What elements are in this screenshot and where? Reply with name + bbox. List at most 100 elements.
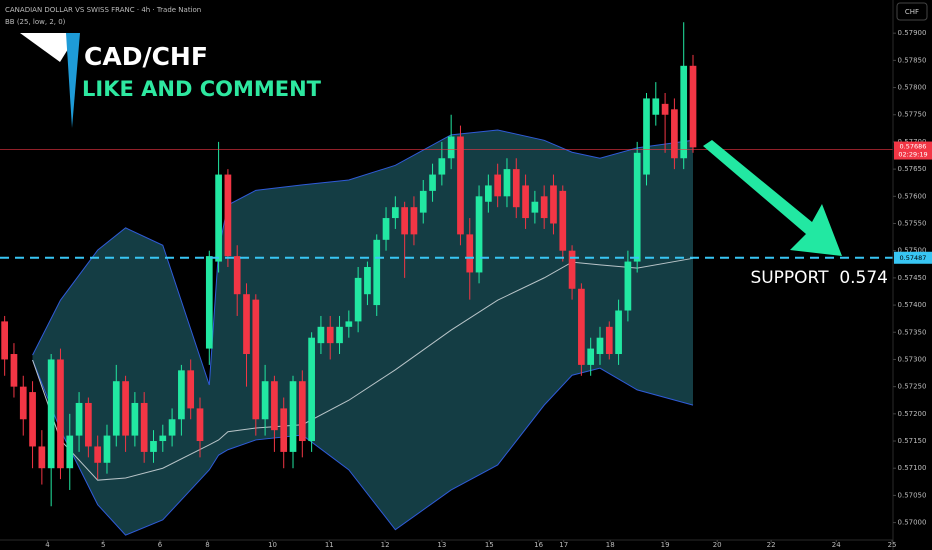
x-tick-label: 12 (381, 541, 390, 549)
x-tick-label: 19 (661, 541, 670, 549)
x-tick-label: 20 (713, 541, 722, 549)
candle-body (457, 136, 464, 235)
x-tick-label: 24 (832, 541, 841, 549)
candle-body (271, 381, 278, 431)
candle-body (615, 310, 622, 355)
candle-body (187, 370, 195, 409)
candle-body (401, 207, 408, 235)
indicator-label: BB (25, low, 2, 0) (5, 18, 66, 26)
candle-body (196, 408, 204, 442)
x-tick-label: 4 (45, 541, 50, 549)
candle-body (624, 261, 632, 311)
candle-body (364, 267, 371, 295)
candle-body (122, 381, 129, 436)
candle-body (224, 174, 232, 257)
x-tick-label: 10 (268, 541, 277, 549)
candle-body (643, 98, 650, 175)
y-tick-label: 0.57350 (898, 328, 927, 336)
arrow (703, 140, 842, 256)
candle-body (485, 185, 492, 202)
candle-body (661, 103, 669, 115)
candle-body (522, 185, 529, 219)
overlay-title: CAD/CHF (84, 42, 208, 71)
support-tag (894, 251, 932, 264)
candle-body (680, 65, 688, 159)
price-countdown: 02:29:19 (898, 151, 927, 159)
candle-body (85, 402, 92, 447)
chart-title: CANADIAN DOLLAR VS SWISS FRANC · 4h · Tr… (5, 6, 201, 14)
candle-body (103, 435, 111, 463)
candle-body (252, 299, 260, 420)
x-tick-label: 13 (437, 541, 446, 549)
x-tick-label: 25 (888, 541, 897, 549)
candle-body (605, 326, 613, 355)
candle-body (345, 321, 353, 327)
y-tick-label: 0.57750 (898, 111, 927, 119)
candle-body (568, 250, 576, 289)
candle-body (689, 65, 697, 148)
candle-body (10, 354, 18, 387)
x-tick-label: 17 (559, 541, 568, 549)
y-tick-label: 0.57150 (898, 437, 927, 445)
candle-body (429, 174, 436, 191)
y-tick-label: 0.57900 (898, 29, 927, 37)
candle-body (559, 190, 567, 251)
logo-blue (66, 33, 80, 128)
candle-body (233, 256, 241, 295)
price-tag-label: 0.57686 (900, 143, 927, 151)
candle-body (494, 174, 502, 197)
y-tick-label: 0.57300 (898, 355, 927, 363)
candle-body (150, 441, 157, 452)
candle-body (475, 196, 483, 273)
plot-area (0, 22, 893, 536)
candle-body (447, 136, 455, 159)
candle-body (587, 348, 595, 365)
y-tick-label: 0.57850 (898, 56, 927, 64)
y-tick-label: 0.57100 (898, 464, 927, 472)
y-tick-label: 0.57250 (898, 383, 927, 391)
candle-body (1, 321, 8, 360)
candle-body (671, 109, 678, 159)
candle-body (596, 337, 604, 355)
y-tick-label: 0.57200 (898, 410, 927, 418)
y-tick-label: 0.57600 (898, 192, 927, 200)
candle-body (94, 446, 102, 463)
x-tick-label: 8 (205, 541, 209, 549)
candle-body (438, 158, 446, 175)
y-tick-label: 0.57050 (898, 491, 927, 499)
candle-body (131, 402, 139, 436)
candle-body (66, 435, 74, 469)
candle-body (243, 294, 250, 355)
y-tick-label: 0.57800 (898, 84, 927, 92)
candle-body (550, 185, 557, 224)
y-tick-label: 0.57650 (898, 165, 927, 173)
x-tick-label: 11 (325, 541, 334, 549)
candle-body (57, 359, 64, 469)
candle-body (205, 256, 213, 349)
candle-body (19, 386, 27, 420)
overlay-subtitle: LIKE AND COMMENT (82, 77, 322, 101)
candle-body (336, 326, 343, 344)
support-tag-label: 0.57487 (900, 254, 927, 262)
candle-body (382, 218, 390, 240)
band-upper (32, 129, 694, 386)
y-tick-label: 0.57000 (898, 519, 927, 527)
candle-body (178, 370, 185, 420)
y-tick-label: 0.57500 (898, 247, 927, 255)
candle-body (38, 446, 46, 469)
candle-body (419, 190, 427, 213)
candle-body (280, 408, 288, 452)
candle-body (578, 288, 585, 365)
candle-body (75, 402, 83, 436)
candle-body (140, 402, 148, 452)
candle-body (112, 381, 120, 436)
currency-button[interactable] (896, 2, 928, 21)
y-tick-label: 0.57450 (898, 274, 927, 282)
candle-body (373, 239, 381, 306)
candle-body (540, 196, 548, 219)
candle-body (633, 152, 641, 262)
currency-label: CHF (905, 8, 919, 16)
candle-body (466, 234, 474, 273)
x-tick-label: 18 (606, 541, 615, 549)
